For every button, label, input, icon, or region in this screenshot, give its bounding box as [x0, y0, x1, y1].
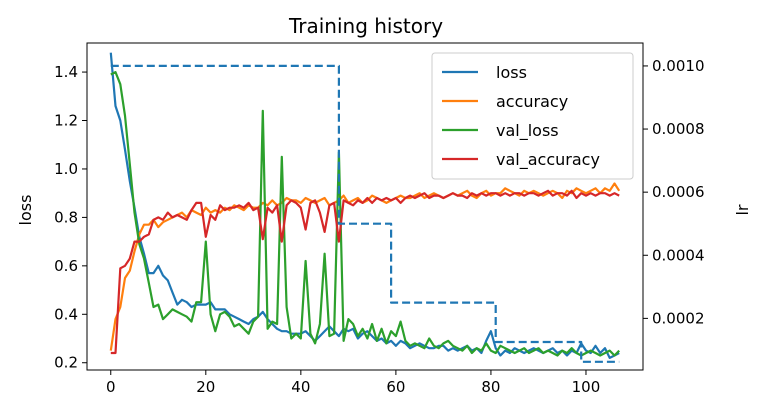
y-tick-label: 0.8: [54, 208, 78, 226]
y2-tick-label: 0.0008: [652, 120, 705, 138]
x-tick-label: 100: [572, 378, 601, 396]
y-tick-label: 1.0: [54, 160, 78, 178]
y-axis-left: 0.2 0.4 0.6 0.8 1.0 1.2 1.4: [54, 63, 87, 372]
plot-area: [109, 52, 621, 363]
series-line-accuracy: [109, 182, 621, 351]
axes-frame: [86, 42, 644, 371]
y2-tick-label: 0.0004: [652, 246, 705, 264]
series-line-lr: [110, 64, 620, 363]
x-tick-label: 80: [481, 378, 500, 396]
x-axis: 0 20 40 60 80 100: [106, 370, 600, 396]
legend-label-loss: loss: [496, 63, 527, 82]
x-tick-label: 40: [291, 378, 310, 396]
legend: loss accuracy val_loss val_accuracy: [431, 52, 634, 180]
x-tick-label: 20: [196, 378, 215, 396]
series-line-val-accuracy: [110, 189, 620, 355]
x-tick-label: 0: [106, 378, 116, 396]
y2-tick-label: 0.0010: [652, 57, 705, 75]
series-line-val-loss: [110, 70, 620, 357]
legend-box: [431, 52, 634, 180]
y-axis-right: 0.0002 0.0004 0.0006 0.0008 0.0010: [643, 57, 705, 327]
legend-label-accuracy: accuracy: [496, 92, 568, 111]
y2-tick-label: 0.0006: [652, 183, 705, 201]
y-tick-label: 0.4: [54, 305, 78, 323]
y-tick-label: 0.6: [54, 257, 78, 275]
x-tick-label: 60: [386, 378, 405, 396]
y-axis-label: loss: [16, 195, 35, 226]
legend-label-val-accuracy: val_accuracy: [496, 150, 600, 170]
y2-axis-label: lr: [733, 204, 752, 215]
y-tick-label: 0.2: [54, 354, 78, 372]
y2-tick-label: 0.0002: [652, 309, 705, 327]
y-tick-label: 1.2: [54, 112, 78, 130]
y-tick-label: 1.4: [54, 63, 78, 81]
legend-label-val-loss: val_loss: [496, 121, 559, 141]
chart-title: Training history: [288, 14, 443, 38]
